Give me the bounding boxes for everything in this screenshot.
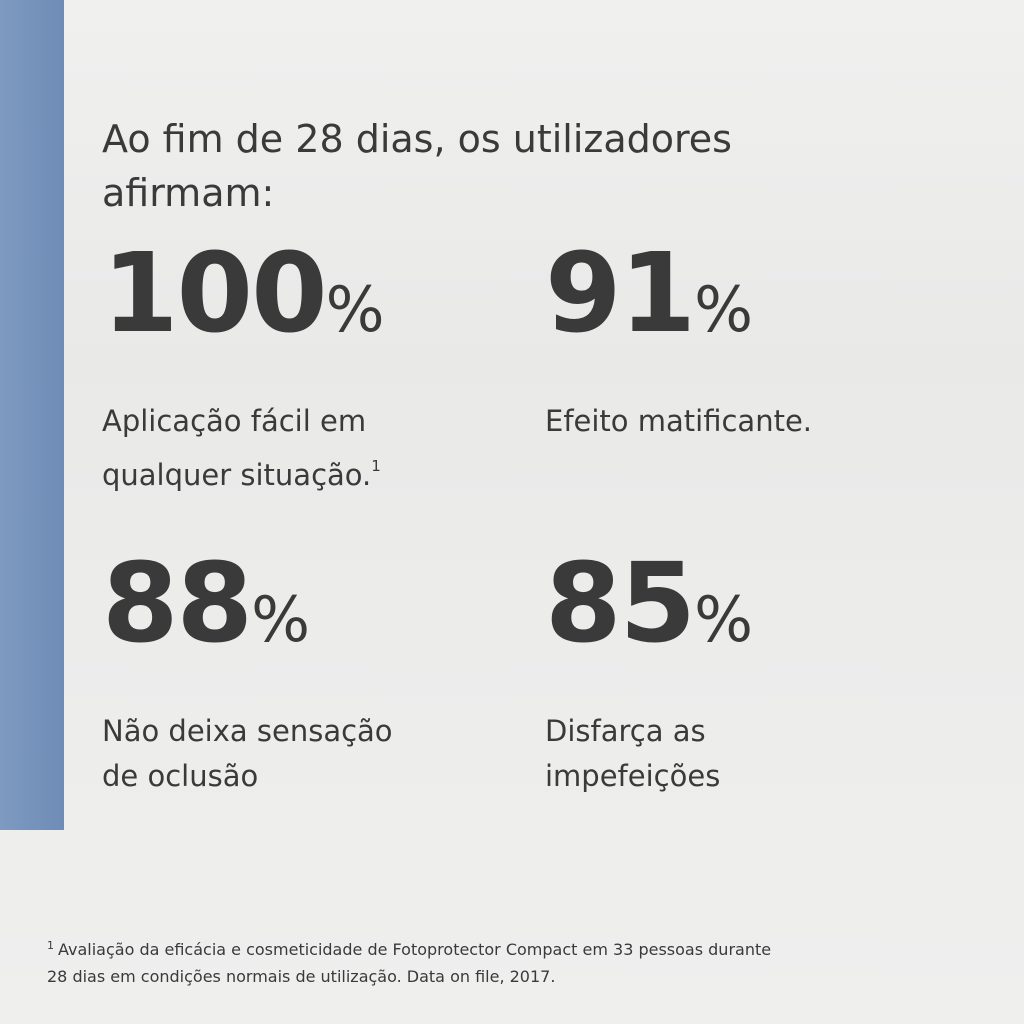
stat-number: 91%: [545, 238, 1005, 365]
stat: 100% Aplicação fácil em qualquer situação.…: [102, 238, 562, 498]
stat-label: Não deixa sensação de oclusão: [102, 709, 562, 799]
stat-label-line: qualquer situação.1: [102, 444, 562, 498]
stat-value: 91: [545, 229, 696, 357]
stat: 85% Disfarça as impefeições: [545, 548, 1005, 799]
footnote-marker: 1: [47, 939, 54, 952]
stat-value: 85: [545, 539, 696, 667]
stat-unit: %: [694, 583, 753, 656]
stat: 88% Não deixa sensação de oclusão: [102, 548, 562, 799]
footnote: 1 Avaliação da eficácia e cosmeticidade d…: [47, 932, 771, 990]
stat-label-text: qualquer situação.: [102, 458, 372, 492]
stat-label-line: de oclusão: [102, 759, 259, 793]
stat-label-line: impefeições: [545, 759, 721, 793]
stat-label-line: Não deixa sensação: [102, 714, 393, 748]
stat-label: Efeito matificante.: [545, 399, 1005, 444]
stat-unit: %: [325, 273, 385, 346]
stat-label-line: Disfarça as: [545, 714, 706, 748]
heading-line: afirmam:: [102, 171, 275, 215]
blue-strip: [0, 0, 64, 830]
stat-label: Disfarça as impefeições: [545, 709, 1005, 799]
note-marker: 1: [371, 457, 381, 475]
stat-number: 85%: [545, 548, 1005, 675]
footnote-line: 1 Avaliação da eficácia e cosmeticidade d…: [47, 932, 771, 963]
stat-label: Aplicação fácil em qualquer situação.1: [102, 399, 562, 498]
heading: Ao fim de 28 dias, os utilizadores afirm…: [102, 112, 732, 220]
stat-number: 100%: [102, 238, 562, 365]
stat-value: 88: [102, 539, 253, 667]
stat-label-line: Efeito matificante.: [545, 404, 813, 438]
footnote-line: 28 dias em condições normais de utilizaç…: [47, 967, 556, 986]
stat: 91% Efeito matificante.: [545, 238, 1005, 444]
stat-number: 88%: [102, 548, 562, 675]
stat-unit: %: [694, 273, 753, 346]
footnote-text: Avaliação da eficácia e cosmeticidade de…: [58, 940, 772, 959]
stat-value: 100: [102, 229, 328, 357]
heading-line: Ao fim de 28 dias, os utilizadores: [102, 117, 732, 161]
stat-unit: %: [251, 583, 310, 656]
stat-label-line: Aplicação fácil em: [102, 404, 367, 438]
